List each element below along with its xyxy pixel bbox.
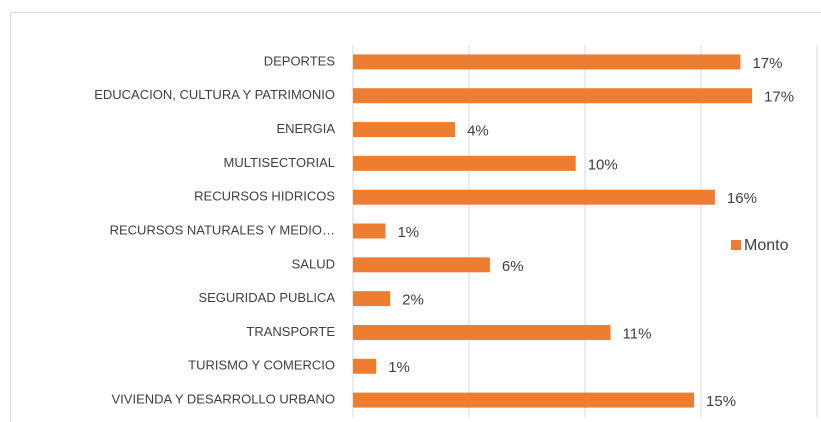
data-label: 2% bbox=[402, 292, 424, 309]
data-label: 6% bbox=[502, 258, 524, 275]
y-tick-label: TURISMO Y COMERCIO bbox=[188, 358, 335, 373]
data-label: 1% bbox=[397, 224, 419, 241]
legend-label: Monto bbox=[744, 237, 789, 254]
y-tick-label: ENERGIA bbox=[276, 121, 335, 136]
bar bbox=[353, 54, 741, 70]
y-tick-label: TRANSPORTE bbox=[246, 324, 335, 339]
bar bbox=[353, 358, 377, 374]
bar bbox=[353, 291, 391, 307]
data-label: 1% bbox=[388, 359, 410, 376]
bar bbox=[353, 122, 456, 138]
data-label: 17% bbox=[764, 89, 794, 106]
bar bbox=[353, 155, 576, 171]
bar bbox=[353, 88, 753, 104]
bar bbox=[353, 257, 490, 273]
chart-frame bbox=[10, 12, 821, 422]
data-label: 17% bbox=[752, 55, 782, 72]
y-tick-label: RECURSOS HIDRICOS bbox=[194, 189, 335, 204]
bar bbox=[353, 189, 715, 205]
legend-swatch bbox=[731, 240, 741, 250]
y-tick-label: VIVIENDA Y DESARROLLO URBANO bbox=[112, 392, 335, 407]
data-label: 15% bbox=[706, 393, 736, 410]
bar bbox=[353, 392, 695, 408]
y-tick-label: SEGURIDAD PUBLICA bbox=[198, 290, 335, 305]
y-tick-label: DEPORTES bbox=[264, 53, 336, 68]
data-label: 10% bbox=[588, 156, 618, 173]
y-tick-label: RECURSOS NATURALES Y MEDIO… bbox=[110, 222, 335, 237]
data-label: 16% bbox=[727, 190, 757, 207]
y-tick-label: EDUCACION, CULTURA Y PATRIMONIO bbox=[94, 87, 335, 102]
bar bbox=[353, 223, 386, 239]
bar bbox=[353, 324, 611, 340]
y-tick-label: SALUD bbox=[292, 256, 335, 271]
data-label: 11% bbox=[623, 325, 652, 342]
data-label: 4% bbox=[467, 123, 489, 140]
y-tick-label: MULTISECTORIAL bbox=[224, 155, 335, 170]
